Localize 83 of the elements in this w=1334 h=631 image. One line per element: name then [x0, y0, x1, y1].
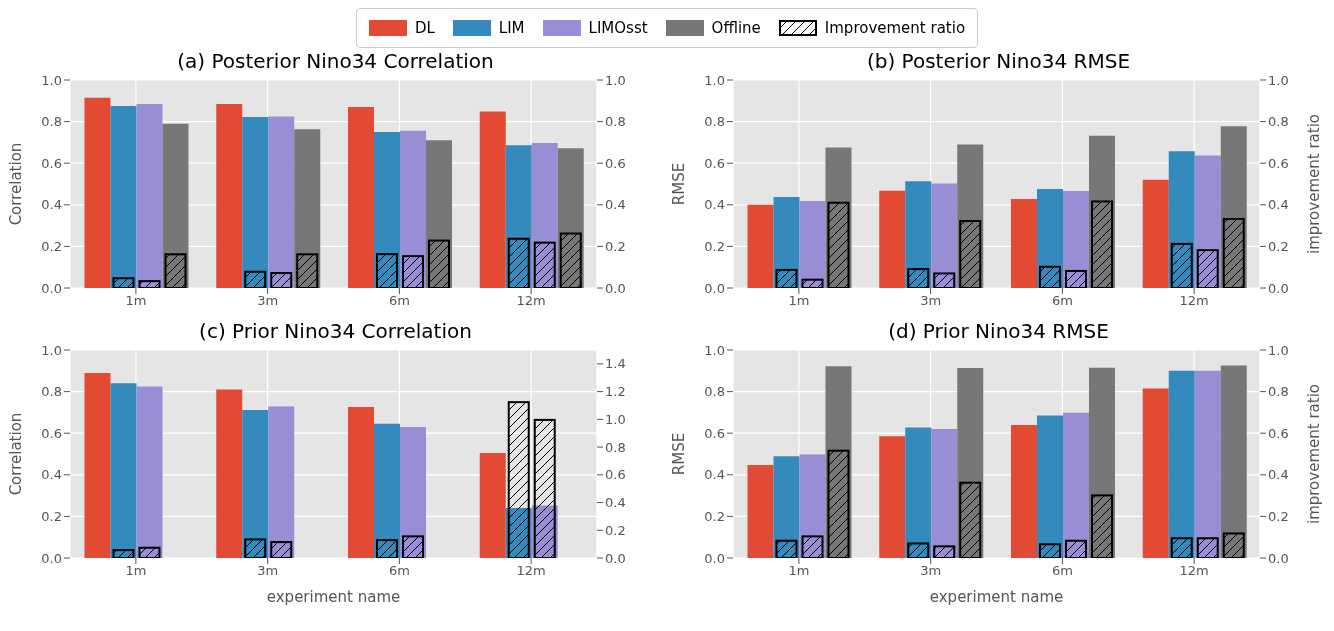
y2-tick-label: 1.0 — [605, 411, 626, 427]
y-axis-title: RMSE — [670, 162, 689, 206]
y2-tick-label: 1.0 — [605, 72, 626, 88]
x-tick-label: 6m — [388, 293, 410, 309]
chart-title: (c) Prior Nino34 Correlation — [198, 318, 473, 344]
legend-label: DL — [414, 19, 435, 37]
y2-tick-label: 1.0 — [1268, 72, 1289, 88]
y-axis-title: Correlation — [7, 142, 26, 226]
legend-label: Improvement ratio — [824, 19, 966, 37]
y2-tick-label: 0.6 — [1268, 425, 1289, 441]
y2-tick-label: 0.6 — [1268, 155, 1289, 171]
chart-title: (a) Posterior Nino34 Correlation — [176, 48, 495, 74]
y-tick-label: 0.8 — [704, 384, 725, 400]
y-tick-label: 1.0 — [704, 72, 725, 88]
y2-tick-label: 0.8 — [605, 114, 626, 130]
y2-tick-label: 0.6 — [605, 155, 626, 171]
x-tick-label: 12m — [1179, 563, 1209, 579]
y2-tick-label: 0.0 — [1268, 550, 1289, 566]
y-tick-label: 0.0 — [41, 550, 62, 566]
legend-label: LIMOsst — [588, 19, 648, 37]
y-tick-label: 1.0 — [41, 342, 62, 358]
y2-tick-label: 1.4 — [605, 356, 626, 372]
y-tick-label: 0.0 — [41, 280, 62, 296]
y2-tick-label: 0.0 — [605, 550, 626, 566]
y-tick-label: 1.0 — [704, 342, 725, 358]
y-tick-label: 0.4 — [41, 197, 62, 213]
y2-tick-label: 0.8 — [605, 439, 626, 455]
y2-tick-label: 0.2 — [1268, 239, 1289, 255]
x-tick-label: 3m — [920, 563, 942, 579]
y-tick-label: 0.6 — [41, 155, 62, 171]
x-tick-label: 6m — [1051, 563, 1073, 579]
chart-title: (b) Posterior Nino34 RMSE — [865, 48, 1132, 74]
y-tick-label: 0.6 — [704, 155, 725, 171]
x-axis-title: experiment name — [929, 588, 1064, 606]
y-tick-label: 0.8 — [41, 384, 62, 400]
y-tick-label: 0.4 — [704, 467, 725, 483]
y-tick-label: 0.8 — [41, 114, 62, 130]
y2-axis-title: improvement ratio — [1305, 383, 1324, 525]
y-tick-label: 0.2 — [704, 239, 725, 255]
x-tick-label: 3m — [920, 293, 942, 309]
y-axis-title: RMSE — [670, 432, 689, 476]
y2-tick-label: 0.6 — [605, 467, 626, 483]
x-tick-label: 6m — [1051, 293, 1073, 309]
y2-tick-label: 0.0 — [1268, 280, 1289, 296]
legend-label: LIM — [498, 19, 525, 37]
y2-tick-label: 0.4 — [605, 197, 626, 213]
y2-tick-label: 0.8 — [1268, 114, 1289, 130]
x-tick-label: 1m — [125, 563, 147, 579]
y2-tick-label: 0.8 — [1268, 384, 1289, 400]
y2-tick-label: 1.2 — [605, 384, 626, 400]
x-tick-label: 12m — [1179, 293, 1209, 309]
y2-tick-label: 0.2 — [605, 239, 626, 255]
y2-tick-label: 0.4 — [605, 495, 626, 511]
y-tick-label: 0.0 — [704, 550, 725, 566]
y2-tick-label: 0.2 — [605, 522, 626, 538]
y2-tick-label: 0.0 — [605, 280, 626, 296]
chart-title: (d) Prior Nino34 RMSE — [887, 318, 1110, 344]
y-tick-label: 0.0 — [704, 280, 725, 296]
y2-tick-label: 0.2 — [1268, 509, 1289, 525]
x-tick-label: 3m — [257, 563, 279, 579]
x-tick-label: 1m — [788, 563, 810, 579]
x-tick-label: 6m — [388, 563, 410, 579]
y-tick-label: 0.2 — [704, 509, 725, 525]
x-tick-label: 1m — [788, 293, 810, 309]
y2-tick-label: 0.4 — [1268, 197, 1289, 213]
x-tick-label: 12m — [516, 293, 546, 309]
x-tick-label: 12m — [516, 563, 546, 579]
y-tick-label: 1.0 — [41, 72, 62, 88]
x-axis-title: experiment name — [266, 588, 401, 606]
y-tick-label: 0.2 — [41, 239, 62, 255]
y-tick-label: 0.4 — [704, 197, 725, 213]
legend-label: Offline — [711, 19, 761, 37]
y2-tick-label: 1.0 — [1268, 342, 1289, 358]
x-tick-label: 3m — [257, 293, 279, 309]
y-tick-label: 0.4 — [41, 467, 62, 483]
y-tick-label: 0.8 — [704, 114, 725, 130]
y-tick-label: 0.2 — [41, 509, 62, 525]
y-tick-label: 0.6 — [41, 425, 62, 441]
x-tick-label: 1m — [125, 293, 147, 309]
y-axis-title: Correlation — [7, 412, 26, 496]
y2-axis-title: improvement ratio — [1305, 113, 1324, 255]
y2-tick-label: 0.4 — [1268, 467, 1289, 483]
y-tick-label: 0.6 — [704, 425, 725, 441]
